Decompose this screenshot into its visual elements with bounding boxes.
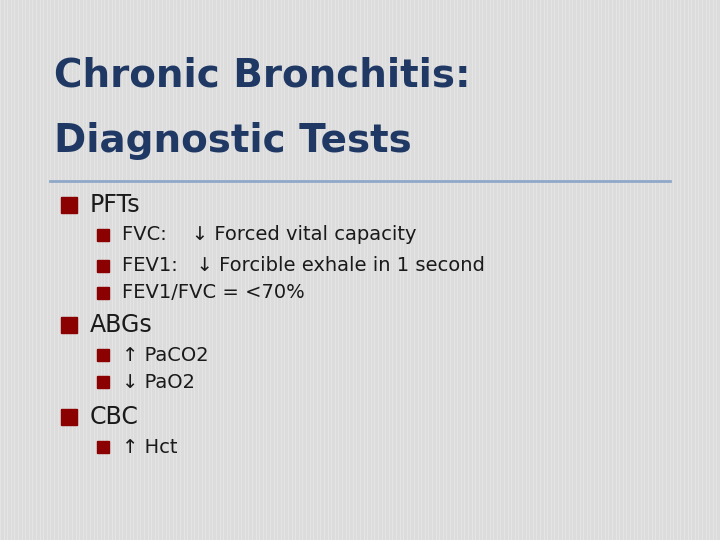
FancyBboxPatch shape [61,317,77,333]
FancyBboxPatch shape [97,287,109,299]
Text: FEV1:   ↓ Forcible exhale in 1 second: FEV1: ↓ Forcible exhale in 1 second [122,256,485,275]
FancyBboxPatch shape [97,376,109,388]
FancyBboxPatch shape [61,197,77,213]
Text: CBC: CBC [90,405,139,429]
Text: FVC:    ↓ Forced vital capacity: FVC: ↓ Forced vital capacity [122,225,417,245]
Text: ABGs: ABGs [90,313,153,337]
FancyBboxPatch shape [61,409,77,425]
Text: Diagnostic Tests: Diagnostic Tests [54,122,412,159]
FancyBboxPatch shape [97,260,109,272]
Text: Chronic Bronchitis:: Chronic Bronchitis: [54,57,471,94]
Text: ↓ PaO2: ↓ PaO2 [122,373,195,392]
FancyBboxPatch shape [97,349,109,361]
FancyBboxPatch shape [97,441,109,453]
Text: ↑ PaCO2: ↑ PaCO2 [122,346,209,365]
Text: ↑ Hct: ↑ Hct [122,437,178,457]
Text: FEV1/FVC = <70%: FEV1/FVC = <70% [122,283,305,302]
Text: PFTs: PFTs [90,193,140,217]
FancyBboxPatch shape [97,229,109,241]
